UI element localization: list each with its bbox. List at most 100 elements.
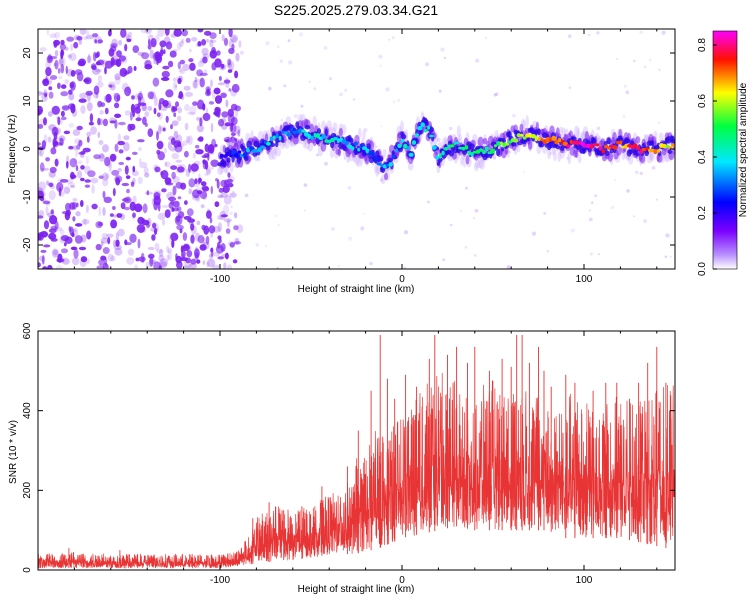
spectrogram-noise-blob bbox=[99, 110, 104, 115]
spectrogram-noise-blob bbox=[105, 93, 112, 103]
spectrogram-noise-blob bbox=[114, 102, 120, 109]
spectrogram-faint-dot bbox=[474, 254, 477, 257]
spectrogram-noise-blob bbox=[56, 137, 63, 142]
spectrogram-noise-blob bbox=[218, 76, 222, 81]
spectrogram-ridge-halo bbox=[573, 125, 580, 139]
spectrogram-ridge-point bbox=[545, 136, 551, 143]
spectrogram-noise-blob bbox=[210, 122, 214, 133]
spectrogram-noise-blob bbox=[221, 118, 227, 123]
spectrogram-noise-blob bbox=[198, 136, 204, 142]
spectrogram-noise-blob bbox=[182, 232, 188, 241]
spectrogram-noise-blob bbox=[230, 34, 239, 43]
spectrogram-noise-blob bbox=[76, 202, 79, 208]
spectrogram-ridge-point bbox=[420, 122, 425, 127]
spectrogram-ridge-point bbox=[313, 132, 317, 138]
spectrogram-ridge-halo bbox=[606, 137, 611, 145]
spectrogram-faint-dot bbox=[546, 250, 549, 253]
spectrogram-faint-dot bbox=[464, 246, 468, 249]
spectrogram-noise-blob bbox=[226, 63, 233, 68]
spectrogram-noise-blob bbox=[87, 170, 96, 178]
spectrogram-ridge-point bbox=[656, 149, 661, 153]
spectrogram-faint-dot bbox=[232, 190, 235, 193]
spectrogram-noise-blob bbox=[119, 55, 126, 62]
spectrogram-noise-blob bbox=[68, 182, 75, 187]
spectrogram-ridge-point bbox=[438, 153, 442, 159]
spectrogram-faint-dot bbox=[288, 60, 293, 65]
spectrogram-ridge-point bbox=[619, 140, 623, 145]
spectrogram-noise-blob bbox=[144, 172, 150, 178]
spectrogram-ridge-halo bbox=[605, 150, 610, 157]
spectrogram-ridge-point bbox=[502, 142, 507, 148]
spectrogram-noise-blob bbox=[125, 156, 131, 161]
spectrogram-noise-blob bbox=[123, 142, 130, 152]
spectrogram-noise-blob bbox=[90, 126, 97, 135]
spectrogram-noise-blob bbox=[44, 93, 48, 97]
spectrogram-noise-blob bbox=[76, 144, 81, 150]
spectrogram-noise-blob bbox=[139, 158, 142, 164]
spectrogram-noise-blob bbox=[59, 58, 64, 66]
spectrogram-noise-blob bbox=[59, 43, 67, 50]
spectrogram-noise-blob bbox=[179, 69, 185, 75]
spectrogram-noise-blob bbox=[220, 92, 227, 99]
spectrogram-ridge-point bbox=[534, 136, 538, 142]
spectrogram-ridge-point bbox=[429, 134, 434, 138]
spectrogram-ridge-point bbox=[362, 146, 367, 150]
spectrogram-ridge-point bbox=[345, 141, 349, 146]
spectrogram-noise-blob bbox=[93, 85, 100, 95]
spectrogram-faint-dot bbox=[475, 58, 480, 63]
spectrogram-noise-blob bbox=[197, 177, 201, 185]
spectrogram-faint-dot bbox=[393, 101, 395, 103]
spectrogram-noise-blob bbox=[50, 75, 58, 80]
spectrogram-ridge-point bbox=[242, 152, 248, 157]
spectrogram-noise-blob bbox=[234, 70, 239, 79]
spectrogram-noise-blob bbox=[101, 174, 105, 181]
spectrogram-noise-blob bbox=[102, 144, 109, 153]
spectrogram-noise-blob bbox=[235, 52, 240, 62]
colorbar: 0.0 0.2 0.4 0.6 0.8 Normalized spectral ampl… bbox=[697, 30, 749, 276]
spectrogram-noise-blob bbox=[199, 77, 205, 88]
spectrogram-noise-blob bbox=[194, 248, 200, 258]
spectrogram-noise-blob bbox=[217, 235, 222, 240]
spectrogram-noise-blob bbox=[83, 36, 88, 41]
spectrogram-noise-blob bbox=[210, 79, 213, 88]
spectrogram-faint-dot bbox=[449, 223, 453, 227]
spectrogram-faint-dot bbox=[283, 84, 287, 88]
spectrogram-noise-blob bbox=[123, 135, 130, 141]
spectrogram-noise-blob bbox=[57, 116, 61, 126]
spectrogram-faint-dot bbox=[442, 258, 446, 262]
spectrogram-noise-blob bbox=[70, 228, 77, 233]
spectrogram-noise-blob bbox=[214, 201, 220, 208]
spectrogram-noise-blob bbox=[224, 179, 229, 188]
spectrogram-ridge-halo bbox=[575, 149, 579, 159]
spectrogram-ridge-halo bbox=[527, 139, 533, 150]
spectrogram-noise-blob bbox=[100, 237, 109, 244]
spectrogram-ridge bbox=[217, 111, 675, 185]
spectrogram-noise-blob bbox=[84, 77, 92, 85]
spectrogram-noise-blob bbox=[50, 147, 57, 155]
spectrogram-noise-blob bbox=[163, 104, 168, 109]
spectrogram-ridge-point bbox=[373, 157, 379, 162]
spectrogram-noise-blob bbox=[176, 115, 182, 122]
spectrogram-ridge-halo bbox=[400, 120, 404, 134]
spectrogram-noise-blob bbox=[202, 186, 210, 192]
spectrogram-faint-dot bbox=[661, 30, 666, 35]
spectrogram-noise-blob bbox=[100, 240, 104, 247]
spectrogram-noise-blob bbox=[193, 160, 201, 166]
spectrogram-y-axis: -20 -10 0 10 20 bbox=[22, 47, 675, 252]
spectrogram-ridge-point bbox=[551, 135, 557, 141]
spectrogram-noise-blob bbox=[73, 249, 79, 259]
spectrogram-faint-dot bbox=[303, 183, 308, 187]
spectrogram-faint-dot bbox=[506, 265, 511, 269]
spectrogram-ridge-halo bbox=[275, 141, 279, 148]
spectrogram-ridge-halo bbox=[477, 136, 484, 147]
spectrogram-ridge-point bbox=[612, 145, 618, 150]
spectrogram-ridge-point bbox=[368, 150, 372, 156]
spectrogram-noise-blob bbox=[210, 146, 215, 155]
spectrogram-noise-blob bbox=[232, 259, 238, 264]
spectrogram-noise-blob bbox=[156, 112, 161, 117]
spectrogram-noise-blob bbox=[91, 65, 97, 71]
spectrogram-faint-dot bbox=[277, 45, 280, 48]
spectrogram-noise-blob bbox=[118, 149, 124, 154]
spectrogram-noise-blob bbox=[111, 56, 119, 65]
spectrogram-noise-blob bbox=[187, 218, 196, 223]
